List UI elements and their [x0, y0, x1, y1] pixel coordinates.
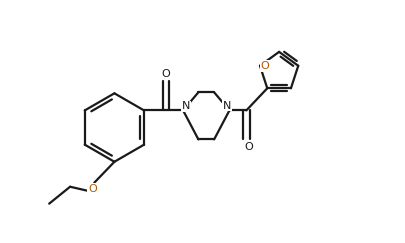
Text: O: O — [87, 184, 96, 194]
Text: O: O — [162, 69, 170, 79]
Text: N: N — [223, 101, 231, 111]
Text: N: N — [181, 101, 190, 111]
Text: O: O — [260, 61, 269, 71]
Text: O: O — [243, 142, 252, 152]
